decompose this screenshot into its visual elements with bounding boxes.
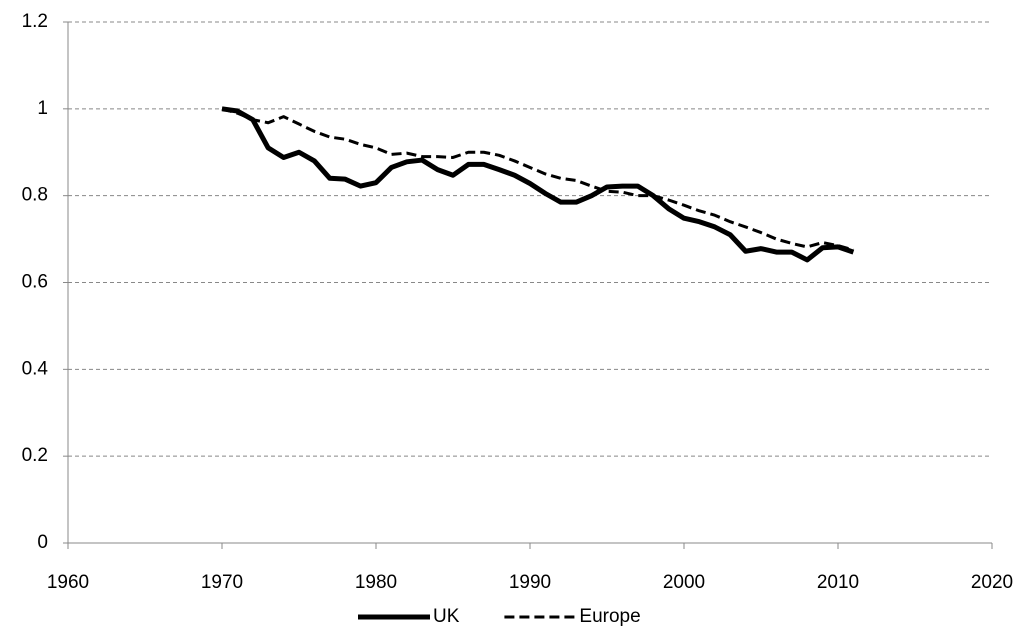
- y-tick-label: 1: [37, 98, 48, 119]
- x-tick-label: 1980: [355, 572, 397, 593]
- y-tick-label: 0.4: [22, 358, 49, 379]
- y-tick-label: 0.8: [22, 185, 48, 206]
- legend-label: UK: [433, 606, 460, 627]
- legend-label: Europe: [579, 606, 640, 627]
- y-tick-label: 1.2: [22, 11, 48, 32]
- y-tick-label: 0.2: [22, 445, 48, 466]
- series-line: [221, 107, 854, 252]
- y-tick-label: 0.6: [22, 272, 48, 293]
- y-tick-label: 0: [37, 532, 48, 553]
- x-tick-label: 2010: [817, 572, 859, 593]
- series-line: [221, 106, 855, 263]
- x-tick-label: 2000: [663, 572, 705, 593]
- x-tick-label: 1970: [201, 572, 243, 593]
- x-tick-label: 1990: [509, 572, 551, 593]
- x-tick-label: 2020: [971, 572, 1013, 593]
- x-tick-label: 1960: [47, 572, 89, 593]
